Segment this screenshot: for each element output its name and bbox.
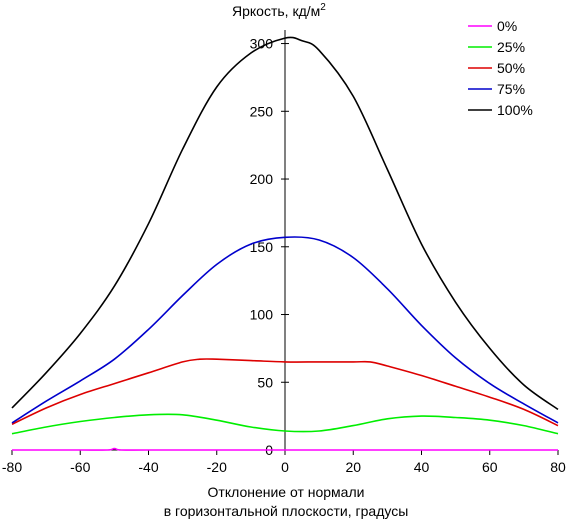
x-tick-label: -40	[138, 459, 158, 475]
legend-label: 0%	[497, 18, 517, 34]
legend-label: 25%	[497, 39, 525, 55]
legend-label: 100%	[497, 102, 533, 118]
x-tick-label: 40	[414, 459, 430, 475]
legend-label: 75%	[497, 81, 525, 97]
y-tick-label: 250	[250, 103, 274, 119]
x-tick-label: 20	[345, 459, 361, 475]
series-layer	[11, 36, 559, 451]
y-tick-label: 200	[250, 171, 274, 187]
series-line-100pct	[11, 36, 559, 411]
series-line-25pct	[11, 413, 559, 435]
x-tick-label: -60	[70, 459, 90, 475]
legend: 0% 25% 50% 75% 100%	[468, 18, 533, 118]
series-line-0pct	[11, 447, 558, 451]
x-tick-label: 0	[281, 459, 289, 475]
x-tick-label: 80	[550, 459, 566, 475]
x-tick-label: -80	[2, 459, 22, 475]
series-line-75pct	[11, 236, 559, 424]
y-axis-label-sup: 2	[320, 2, 326, 13]
y-tick-label: 50	[257, 374, 273, 390]
x-axis-label-line2: в горизонтальной плоскости, градусы	[164, 503, 409, 519]
y-axis-label: Яркость, кд/м2	[232, 2, 326, 19]
series-line-50pct	[11, 358, 559, 427]
y-tick-label: 100	[250, 307, 274, 323]
y-tick-label: 300	[250, 36, 274, 52]
x-axis-label-line1: Отклонение от нормали	[208, 484, 365, 500]
x-tick-label: -20	[207, 459, 227, 475]
x-tick-label: 60	[482, 459, 498, 475]
legend-label: 50%	[497, 60, 525, 76]
